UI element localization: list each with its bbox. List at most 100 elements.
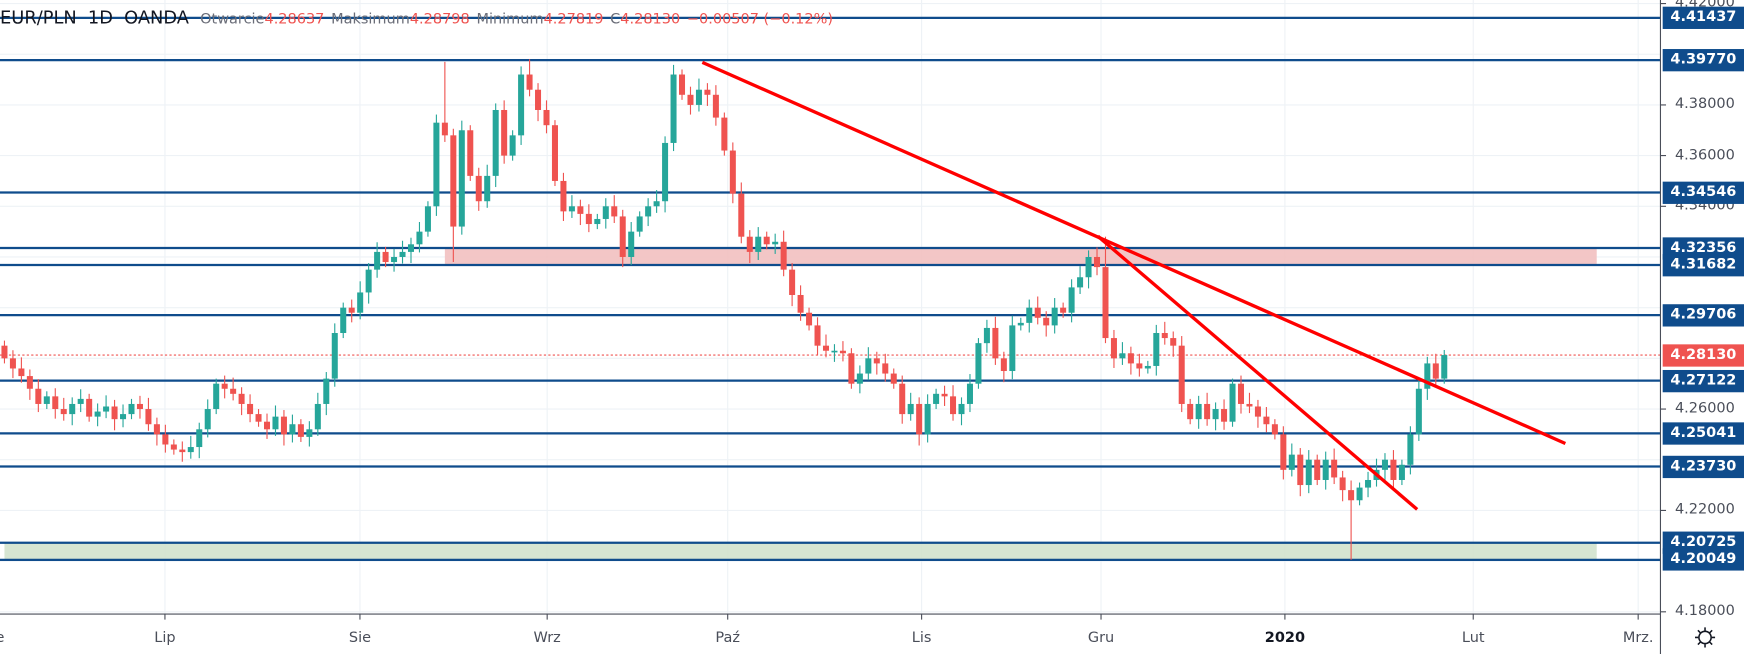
candle — [966, 374, 973, 413]
candle — [907, 392, 914, 421]
candle — [272, 405, 279, 436]
candle-body — [577, 206, 584, 214]
candle — [1407, 426, 1414, 475]
candle-body — [890, 373, 897, 384]
candle-body — [695, 89, 702, 105]
candle-body — [1415, 388, 1422, 435]
candle-body — [382, 251, 389, 263]
candle — [679, 69, 686, 100]
candle-body — [933, 393, 940, 404]
candle-body — [1246, 403, 1253, 407]
candle-body — [704, 89, 711, 95]
candle-body — [551, 125, 558, 181]
candle-body — [340, 307, 347, 334]
price-tick-label: 4.22000 — [1674, 501, 1735, 519]
candle — [306, 421, 313, 447]
candle — [213, 378, 220, 415]
candle — [577, 199, 584, 226]
candle — [1432, 353, 1439, 387]
candle-body — [43, 396, 50, 404]
candle-body — [306, 429, 313, 437]
candle-body — [814, 325, 821, 346]
candle-body — [111, 406, 118, 420]
candle — [94, 403, 101, 427]
candle — [780, 230, 787, 277]
candle — [1170, 331, 1177, 357]
candle-body — [247, 403, 254, 415]
candle — [289, 414, 296, 443]
candle-body — [1017, 322, 1024, 326]
candle-body — [77, 398, 84, 404]
candle-body — [763, 236, 770, 245]
candle — [1204, 392, 1211, 426]
candle-body — [391, 256, 398, 263]
candle — [450, 128, 457, 263]
candle-body — [289, 424, 296, 435]
candle-body — [1026, 307, 1033, 323]
candle — [721, 112, 728, 156]
time-axis-label: 2020 — [1264, 629, 1306, 647]
candle — [1390, 450, 1397, 489]
candle-body — [1221, 409, 1228, 422]
candle — [1144, 360, 1151, 374]
candle-body — [1051, 307, 1058, 326]
candle — [1237, 375, 1245, 414]
level-price-label: 4.29706 — [1662, 303, 1744, 327]
candle — [1212, 402, 1219, 431]
candle-body — [128, 403, 135, 415]
candle-body — [136, 403, 143, 410]
candle-body — [1102, 267, 1109, 339]
time-axis-label: Lis — [911, 629, 932, 647]
candle — [120, 404, 127, 428]
candle — [695, 78, 702, 112]
candle — [145, 397, 152, 431]
candle — [26, 369, 33, 400]
candle — [594, 213, 601, 230]
candle-body — [187, 447, 194, 453]
candle — [755, 227, 762, 261]
candle — [297, 419, 304, 442]
candle — [1314, 454, 1321, 486]
candle-body — [374, 251, 381, 270]
candle-body — [153, 424, 160, 435]
candle-body — [1195, 403, 1202, 420]
candle — [518, 66, 525, 145]
candle-body — [424, 206, 431, 232]
candle — [839, 341, 846, 362]
candle — [738, 182, 745, 244]
candle — [204, 399, 211, 438]
candle-body — [69, 403, 76, 415]
price-tick-label: 4.42000 — [1674, 0, 1735, 12]
candle — [196, 422, 203, 459]
candle-body — [35, 388, 42, 404]
candle — [526, 59, 533, 97]
candle — [619, 209, 626, 268]
candle — [1246, 392, 1253, 414]
level-price-label: 4.27122 — [1662, 369, 1744, 392]
candle-body — [145, 409, 152, 425]
candle — [1415, 377, 1422, 441]
candle — [822, 334, 830, 358]
candle — [1043, 311, 1050, 337]
candle-body — [492, 109, 499, 176]
exchange: OANDA — [124, 6, 189, 28]
candle — [933, 388, 940, 410]
candle — [238, 387, 245, 416]
level-price-label: 4.32356 — [1662, 236, 1744, 260]
candle — [458, 120, 465, 235]
candle-body — [1161, 333, 1168, 339]
candle-body — [806, 312, 813, 326]
symbol-name[interactable]: EUR/PLN — [0, 6, 77, 28]
gear-icon[interactable] — [1693, 625, 1718, 650]
level-price-label: 4.20049 — [1662, 548, 1744, 571]
level-price-label: 4.23730 — [1662, 455, 1744, 478]
candle — [1102, 236, 1109, 344]
candle — [103, 395, 110, 419]
candle — [77, 389, 84, 413]
support-zone — [4, 542, 1597, 560]
candle — [704, 83, 711, 106]
candle-body — [780, 241, 787, 270]
interval[interactable]: 1D — [87, 6, 113, 28]
